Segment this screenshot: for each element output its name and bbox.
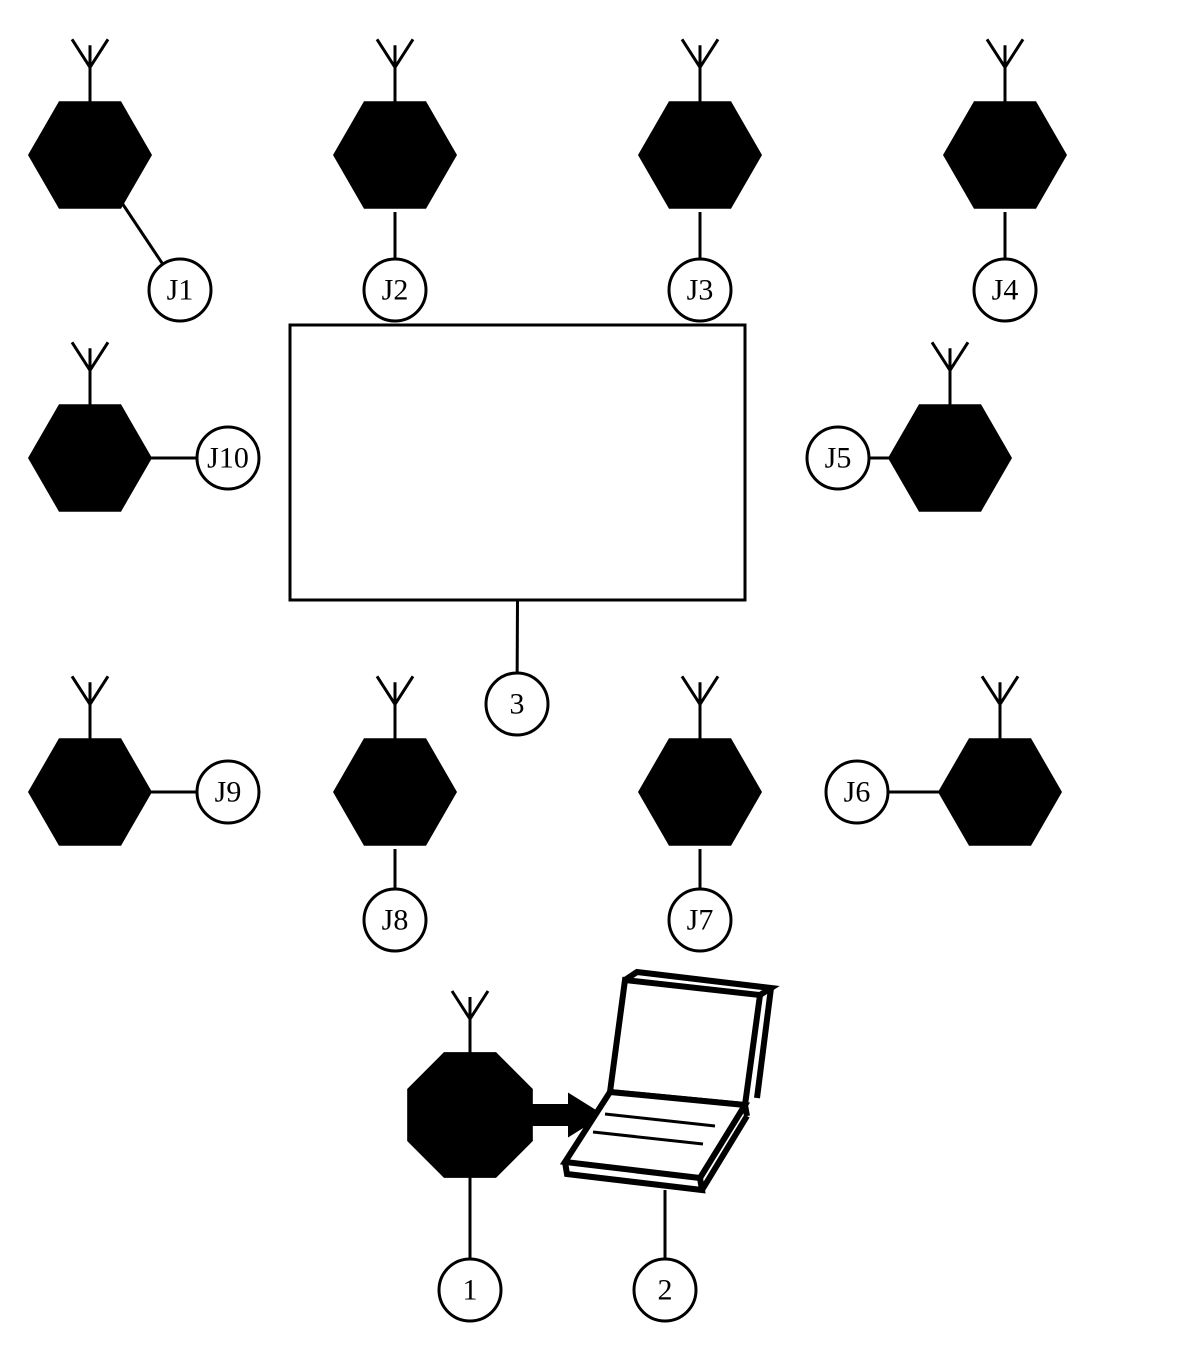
- sensor-hexagon-j2: [333, 101, 457, 208]
- sensor-hexagon-j8: [333, 738, 457, 845]
- label-j5-text: J5: [825, 442, 852, 475]
- label-j9-text: J9: [215, 776, 242, 809]
- laptop-icon: [565, 972, 771, 1190]
- sensor-hexagon-j5: [888, 404, 1012, 511]
- label-j6-text: J6: [844, 776, 871, 809]
- label-2-text: 2: [658, 1274, 673, 1307]
- label-j1-text: J1: [167, 274, 194, 307]
- label-j4-text: J4: [992, 274, 1019, 307]
- central-box: [290, 325, 745, 600]
- sensor-hexagon-j4: [943, 101, 1067, 208]
- sensor-hexagon-j9: [28, 738, 152, 845]
- label-1-text: 1: [463, 1274, 478, 1307]
- sensor-hexagon-j10: [28, 404, 152, 511]
- label-j7-text: J7: [687, 904, 714, 937]
- sensor-hexagon-j3: [638, 101, 762, 208]
- label-j2-text: J2: [382, 274, 409, 307]
- label-3-text: 3: [510, 688, 525, 721]
- label-j10-text: J10: [207, 442, 249, 475]
- label-j8-text: J8: [382, 904, 409, 937]
- label-j3-text: J3: [687, 274, 714, 307]
- sensor-hexagon-j6: [938, 738, 1062, 845]
- sensor-hexagon-j1: [28, 101, 152, 208]
- gateway-octagon: [407, 1052, 533, 1178]
- sensor-hexagon-j7: [638, 738, 762, 845]
